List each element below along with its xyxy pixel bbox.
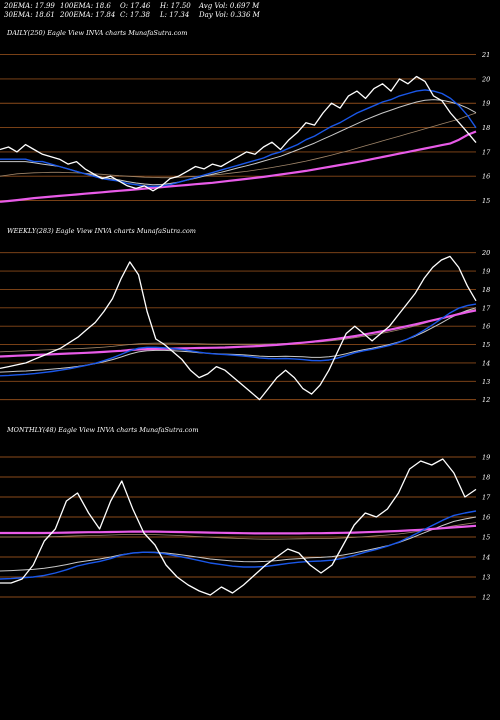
y-tick-label: 17 [482,148,491,156]
open-readout: O: 17.46 [120,2,151,10]
series-line-100ema [0,308,477,353]
series-line-200ema [0,524,477,535]
ema20-readout: 20EMA: 17.99 [4,2,55,10]
y-tick-label: 17 [482,304,491,312]
series-line-price [0,255,477,401]
y-tick-label: 20 [481,249,490,257]
y-tick-label: 14 [482,554,490,562]
y-tick-label: 19 [482,454,490,462]
y-tick-label: 12 [482,396,490,404]
monthly-chart: 19 18 17 16 15 14 13 12 [0,454,491,602]
series-line-20ema [0,510,477,580]
y-tick-label: 15 [482,341,490,349]
y-tick-label: 18 [482,474,490,482]
weekly-panel-title: WEEKLY(283) Eagle View INVA charts Munaf… [7,227,196,235]
y-tick-label: 19 [482,100,490,108]
y-tick-label: 16 [482,514,490,522]
y-tick-label: 15 [482,197,490,205]
y-tick-label: 21 [481,51,490,59]
series-line-price [0,75,477,192]
y-tick-label: 13 [482,378,490,386]
series-line-30ema [0,516,477,572]
series-line-200ema [0,130,477,203]
y-tick-label: 16 [482,323,490,331]
y-tick-label: 12 [482,594,490,602]
close-readout: C: 17.38 [120,11,150,19]
ema30-readout: 30EMA: 18.61 [4,11,55,19]
monthly-panel-title: MONTHLY(48) Eagle View INVA charts Munaf… [7,426,199,434]
y-tick-label: 16 [482,173,490,181]
daily-panel-title: DAILY(250) Eagle View INVA charts Munafa… [7,29,188,37]
series-line-200ema [0,309,477,358]
ema100-readout: 100EMA: 18.6 [60,2,111,10]
y-tick-label: 19 [482,268,490,276]
series-line-price [0,458,477,596]
y-tick-label: 14 [482,359,490,367]
series-line-100ema [0,522,477,540]
y-tick-label: 18 [482,286,490,294]
high-readout: H: 17.50 [160,2,191,10]
y-tick-label: 15 [482,534,490,542]
y-tick-label: 13 [482,574,490,582]
low-readout: L: 17.34 [160,11,190,19]
y-tick-label: 18 [482,124,490,132]
ema200-readout: 200EMA: 17.84 [60,11,116,19]
daily-chart: 21 20 19 18 17 16 15 [0,51,491,205]
series-line-20ema [0,89,477,188]
series-line-20ema [0,303,477,377]
y-tick-label: 20 [481,75,490,83]
day-vol-readout: Day Vol: 0.336 M [199,11,260,19]
avg-vol-readout: Avg Vol: 0.697 M [199,2,260,10]
weekly-chart: 20 19 18 17 16 15 14 13 12 [0,249,491,404]
y-tick-label: 17 [482,494,491,502]
series-line-100ema [0,112,477,179]
